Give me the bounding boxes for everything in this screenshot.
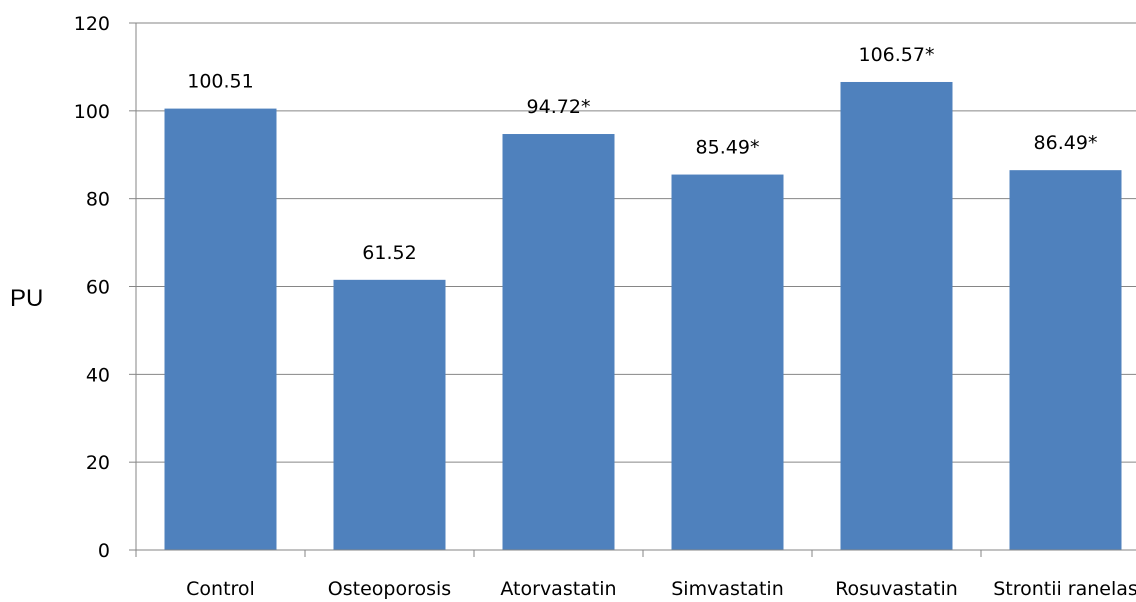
bar-osteoporosis bbox=[333, 279, 446, 550]
axes bbox=[129, 22, 1136, 557]
bars bbox=[164, 81, 1122, 551]
labels: 0 20 40 60 80 100 120 100.51 Control 61.52 Osteopo… bbox=[74, 13, 1136, 600]
data-label: 61.52 bbox=[362, 242, 416, 264]
bar-atorvastatin bbox=[502, 134, 615, 550]
x-category-label: Strontii ranelas bbox=[993, 578, 1136, 600]
y-tick-label: 80 bbox=[86, 189, 110, 211]
x-category-label: Osteoporosis bbox=[328, 578, 451, 600]
x-category-label: Simvastatin bbox=[671, 578, 784, 600]
y-tick-label: 100 bbox=[74, 101, 110, 123]
data-label: 106.57* bbox=[859, 44, 935, 66]
y-tick-label: 60 bbox=[86, 277, 110, 299]
y-axis-title: PU bbox=[10, 285, 43, 312]
x-category-label: Atorvastatin bbox=[500, 578, 616, 600]
data-label: 86.49* bbox=[1034, 132, 1098, 154]
data-label: 100.51 bbox=[187, 71, 253, 93]
y-tick-label: 120 bbox=[74, 13, 110, 35]
x-category-label: Control bbox=[186, 578, 255, 600]
bar-simvastatin bbox=[671, 174, 784, 551]
data-label: 85.49* bbox=[696, 137, 760, 159]
y-tick-label: 20 bbox=[86, 452, 110, 474]
bar-control bbox=[164, 108, 277, 551]
y-tick-label: 40 bbox=[86, 364, 110, 386]
gridlines bbox=[136, 22, 1136, 463]
x-category-label: Rosuvastatin bbox=[835, 578, 958, 600]
bar-rosuvastatin bbox=[840, 81, 953, 551]
y-tick-label: 0 bbox=[98, 540, 110, 562]
bar-strontii-ranelas bbox=[1009, 170, 1122, 551]
data-label: 94.72* bbox=[527, 96, 591, 118]
